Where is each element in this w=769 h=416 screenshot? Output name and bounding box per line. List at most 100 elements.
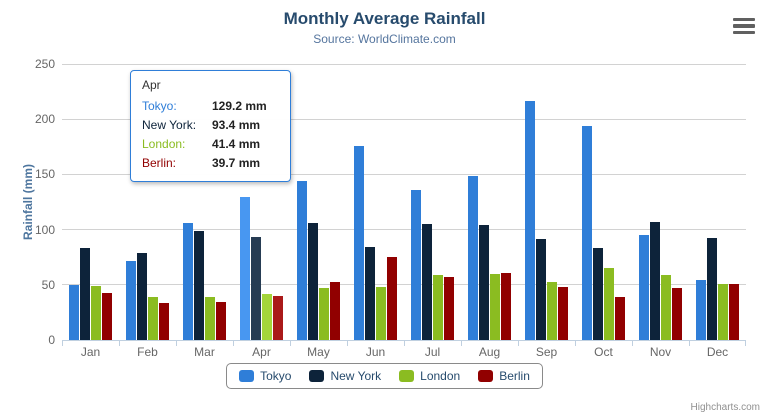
legend-item-london[interactable]: London: [399, 369, 460, 383]
bar-london-nov[interactable]: [661, 274, 671, 340]
bar-berlin-dec[interactable]: [729, 283, 739, 340]
x-tick-label-mar: Mar: [194, 345, 215, 359]
x-tick-10: [632, 341, 633, 346]
bar-berlin-jun[interactable]: [387, 256, 397, 340]
bar-berlin-may[interactable]: [330, 281, 340, 340]
gridline-250: [62, 63, 746, 65]
x-tick-3: [233, 341, 234, 346]
x-axis-ticks: [62, 341, 746, 347]
tooltip-series-name: London:: [142, 137, 186, 151]
legend-label-london: London: [420, 369, 461, 383]
hamburger-icon: [733, 17, 755, 35]
x-tick-label-jul: Jul: [424, 345, 441, 359]
category-group-sep: [518, 64, 575, 340]
bar-new-york-oct[interactable]: [593, 247, 603, 340]
tooltip-series-value: 39.7 mm: [212, 156, 261, 170]
category-group-jul: [404, 64, 461, 340]
x-tick-9: [575, 341, 576, 346]
bar-tokyo-feb[interactable]: [126, 261, 136, 340]
tooltip-series-value: 93.4 mm: [212, 118, 261, 132]
tooltip: Apr Tokyo: 129.2 mm New York: 93.4 mm London…: [130, 70, 291, 182]
bar-berlin-apr[interactable]: [273, 296, 283, 340]
bar-london-mar[interactable]: [205, 296, 215, 340]
bar-tokyo-jun[interactable]: [354, 145, 364, 340]
bar-london-feb[interactable]: [148, 297, 158, 340]
bar-london-jan[interactable]: [91, 286, 101, 340]
bar-new-york-feb[interactable]: [137, 253, 147, 340]
bar-berlin-mar[interactable]: [216, 301, 226, 340]
bar-tokyo-oct[interactable]: [582, 125, 592, 340]
bar-new-york-jul[interactable]: [422, 224, 432, 340]
bar-london-sep[interactable]: [547, 282, 557, 340]
legend-item-new-york[interactable]: New York: [309, 369, 381, 383]
bar-tokyo-dec[interactable]: [696, 279, 706, 340]
x-tick-0: [62, 341, 63, 346]
x-tick-label-oct: Oct: [594, 345, 613, 359]
legend-label-tokyo: Tokyo: [260, 369, 292, 383]
legend-label-new-york: New York: [330, 369, 382, 383]
legend-label-berlin: Berlin: [499, 369, 530, 383]
bar-london-dec[interactable]: [718, 283, 728, 340]
credits-link[interactable]: Highcharts.com: [690, 402, 760, 413]
legend-box: Tokyo New York London Berlin: [226, 363, 543, 389]
bar-new-york-jan[interactable]: [80, 247, 90, 340]
bar-tokyo-apr[interactable]: [240, 197, 250, 340]
x-tick-label-aug: Aug: [478, 345, 501, 359]
legend-item-berlin[interactable]: Berlin: [478, 369, 530, 383]
export-menu-button[interactable]: [729, 14, 759, 38]
legend-symbol-new-york: [309, 370, 325, 382]
tooltip-series-value: 41.4 mm: [212, 137, 261, 151]
x-tick-label-may: May: [307, 345, 330, 359]
tooltip-row-berlin: Berlin: 39.7 mm: [142, 154, 280, 173]
plot-area: [62, 63, 746, 341]
x-tick-label-sep: Sep: [535, 345, 558, 359]
bar-tokyo-may[interactable]: [297, 181, 307, 340]
bar-new-york-dec[interactable]: [707, 238, 717, 340]
bar-new-york-sep[interactable]: [536, 239, 546, 340]
bar-berlin-jul[interactable]: [444, 276, 454, 340]
bar-berlin-oct[interactable]: [615, 296, 625, 340]
bar-london-apr[interactable]: [262, 294, 272, 340]
bar-tokyo-sep[interactable]: [525, 101, 535, 340]
bar-new-york-apr[interactable]: [251, 236, 261, 340]
bar-new-york-aug[interactable]: [479, 224, 489, 340]
category-group-may: [290, 64, 347, 340]
bar-tokyo-mar[interactable]: [183, 222, 193, 340]
bar-new-york-mar[interactable]: [194, 231, 204, 340]
bar-london-jul[interactable]: [433, 274, 443, 340]
bar-tokyo-nov[interactable]: [639, 234, 649, 340]
legend-symbol-berlin: [478, 370, 494, 382]
bar-tokyo-jan[interactable]: [69, 284, 79, 340]
bar-tokyo-aug[interactable]: [468, 176, 478, 340]
bar-berlin-feb[interactable]: [159, 303, 169, 340]
gridline-200: [62, 118, 746, 120]
x-tick-label-jun: Jun: [365, 345, 386, 359]
bar-berlin-nov[interactable]: [672, 288, 682, 340]
y-tick-label-250: 250: [34, 57, 55, 71]
bar-new-york-nov[interactable]: [650, 222, 660, 340]
legend: Tokyo New York London Berlin: [0, 363, 769, 389]
y-tick-label-100: 100: [34, 222, 55, 237]
bar-tokyo-jul[interactable]: [411, 190, 421, 340]
x-tick-8: [518, 341, 519, 346]
y-axis-labels: 0 50 100 150 200 250: [0, 57, 55, 347]
bar-berlin-sep[interactable]: [558, 287, 568, 340]
bar-berlin-aug[interactable]: [501, 273, 511, 340]
bar-london-jun[interactable]: [376, 286, 386, 340]
bar-london-may[interactable]: [319, 288, 329, 340]
category-group-jan: [62, 64, 119, 340]
legend-item-tokyo[interactable]: Tokyo: [239, 369, 291, 383]
tooltip-series-name: Tokyo:: [142, 99, 177, 113]
category-group-dec: [689, 64, 746, 340]
category-group-oct: [575, 64, 632, 340]
x-tick-5: [347, 341, 348, 346]
bar-new-york-may[interactable]: [308, 223, 318, 340]
bar-london-aug[interactable]: [490, 274, 500, 340]
x-tick-label-apr: Apr: [252, 345, 271, 359]
bar-london-oct[interactable]: [604, 268, 614, 340]
bar-berlin-jan[interactable]: [102, 293, 112, 340]
category-group-apr: [233, 64, 290, 340]
bar-new-york-jun[interactable]: [365, 246, 375, 340]
legend-symbol-london: [399, 370, 415, 382]
